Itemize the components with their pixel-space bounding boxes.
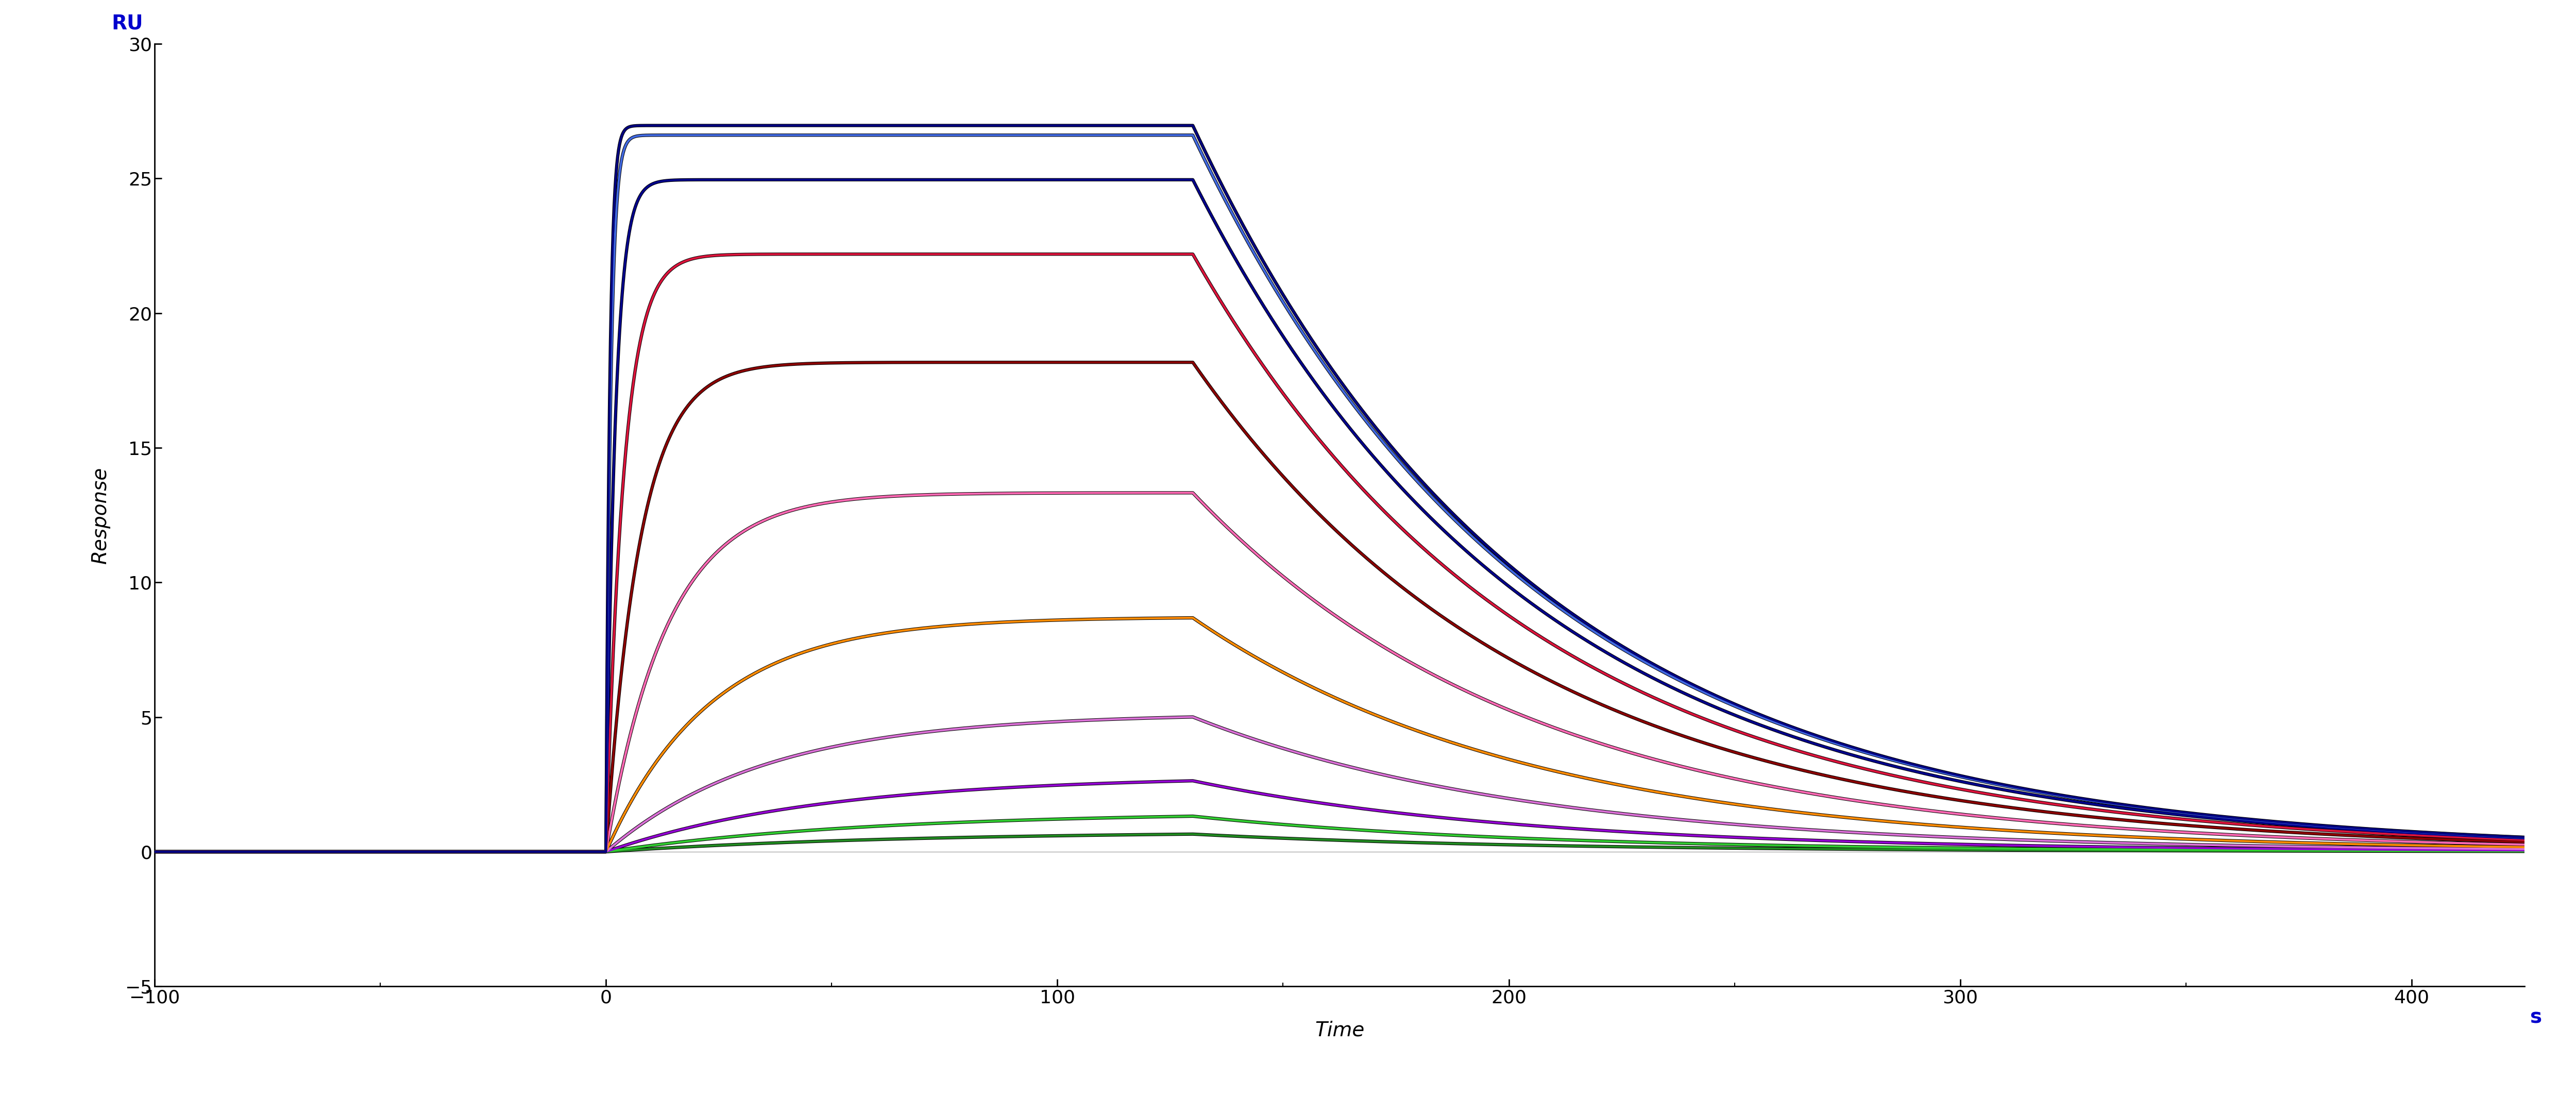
Text: s: s <box>2530 1008 2543 1027</box>
Text: RU: RU <box>111 13 144 33</box>
X-axis label: Time: Time <box>1314 1020 1365 1040</box>
Y-axis label: Response: Response <box>90 467 111 563</box>
